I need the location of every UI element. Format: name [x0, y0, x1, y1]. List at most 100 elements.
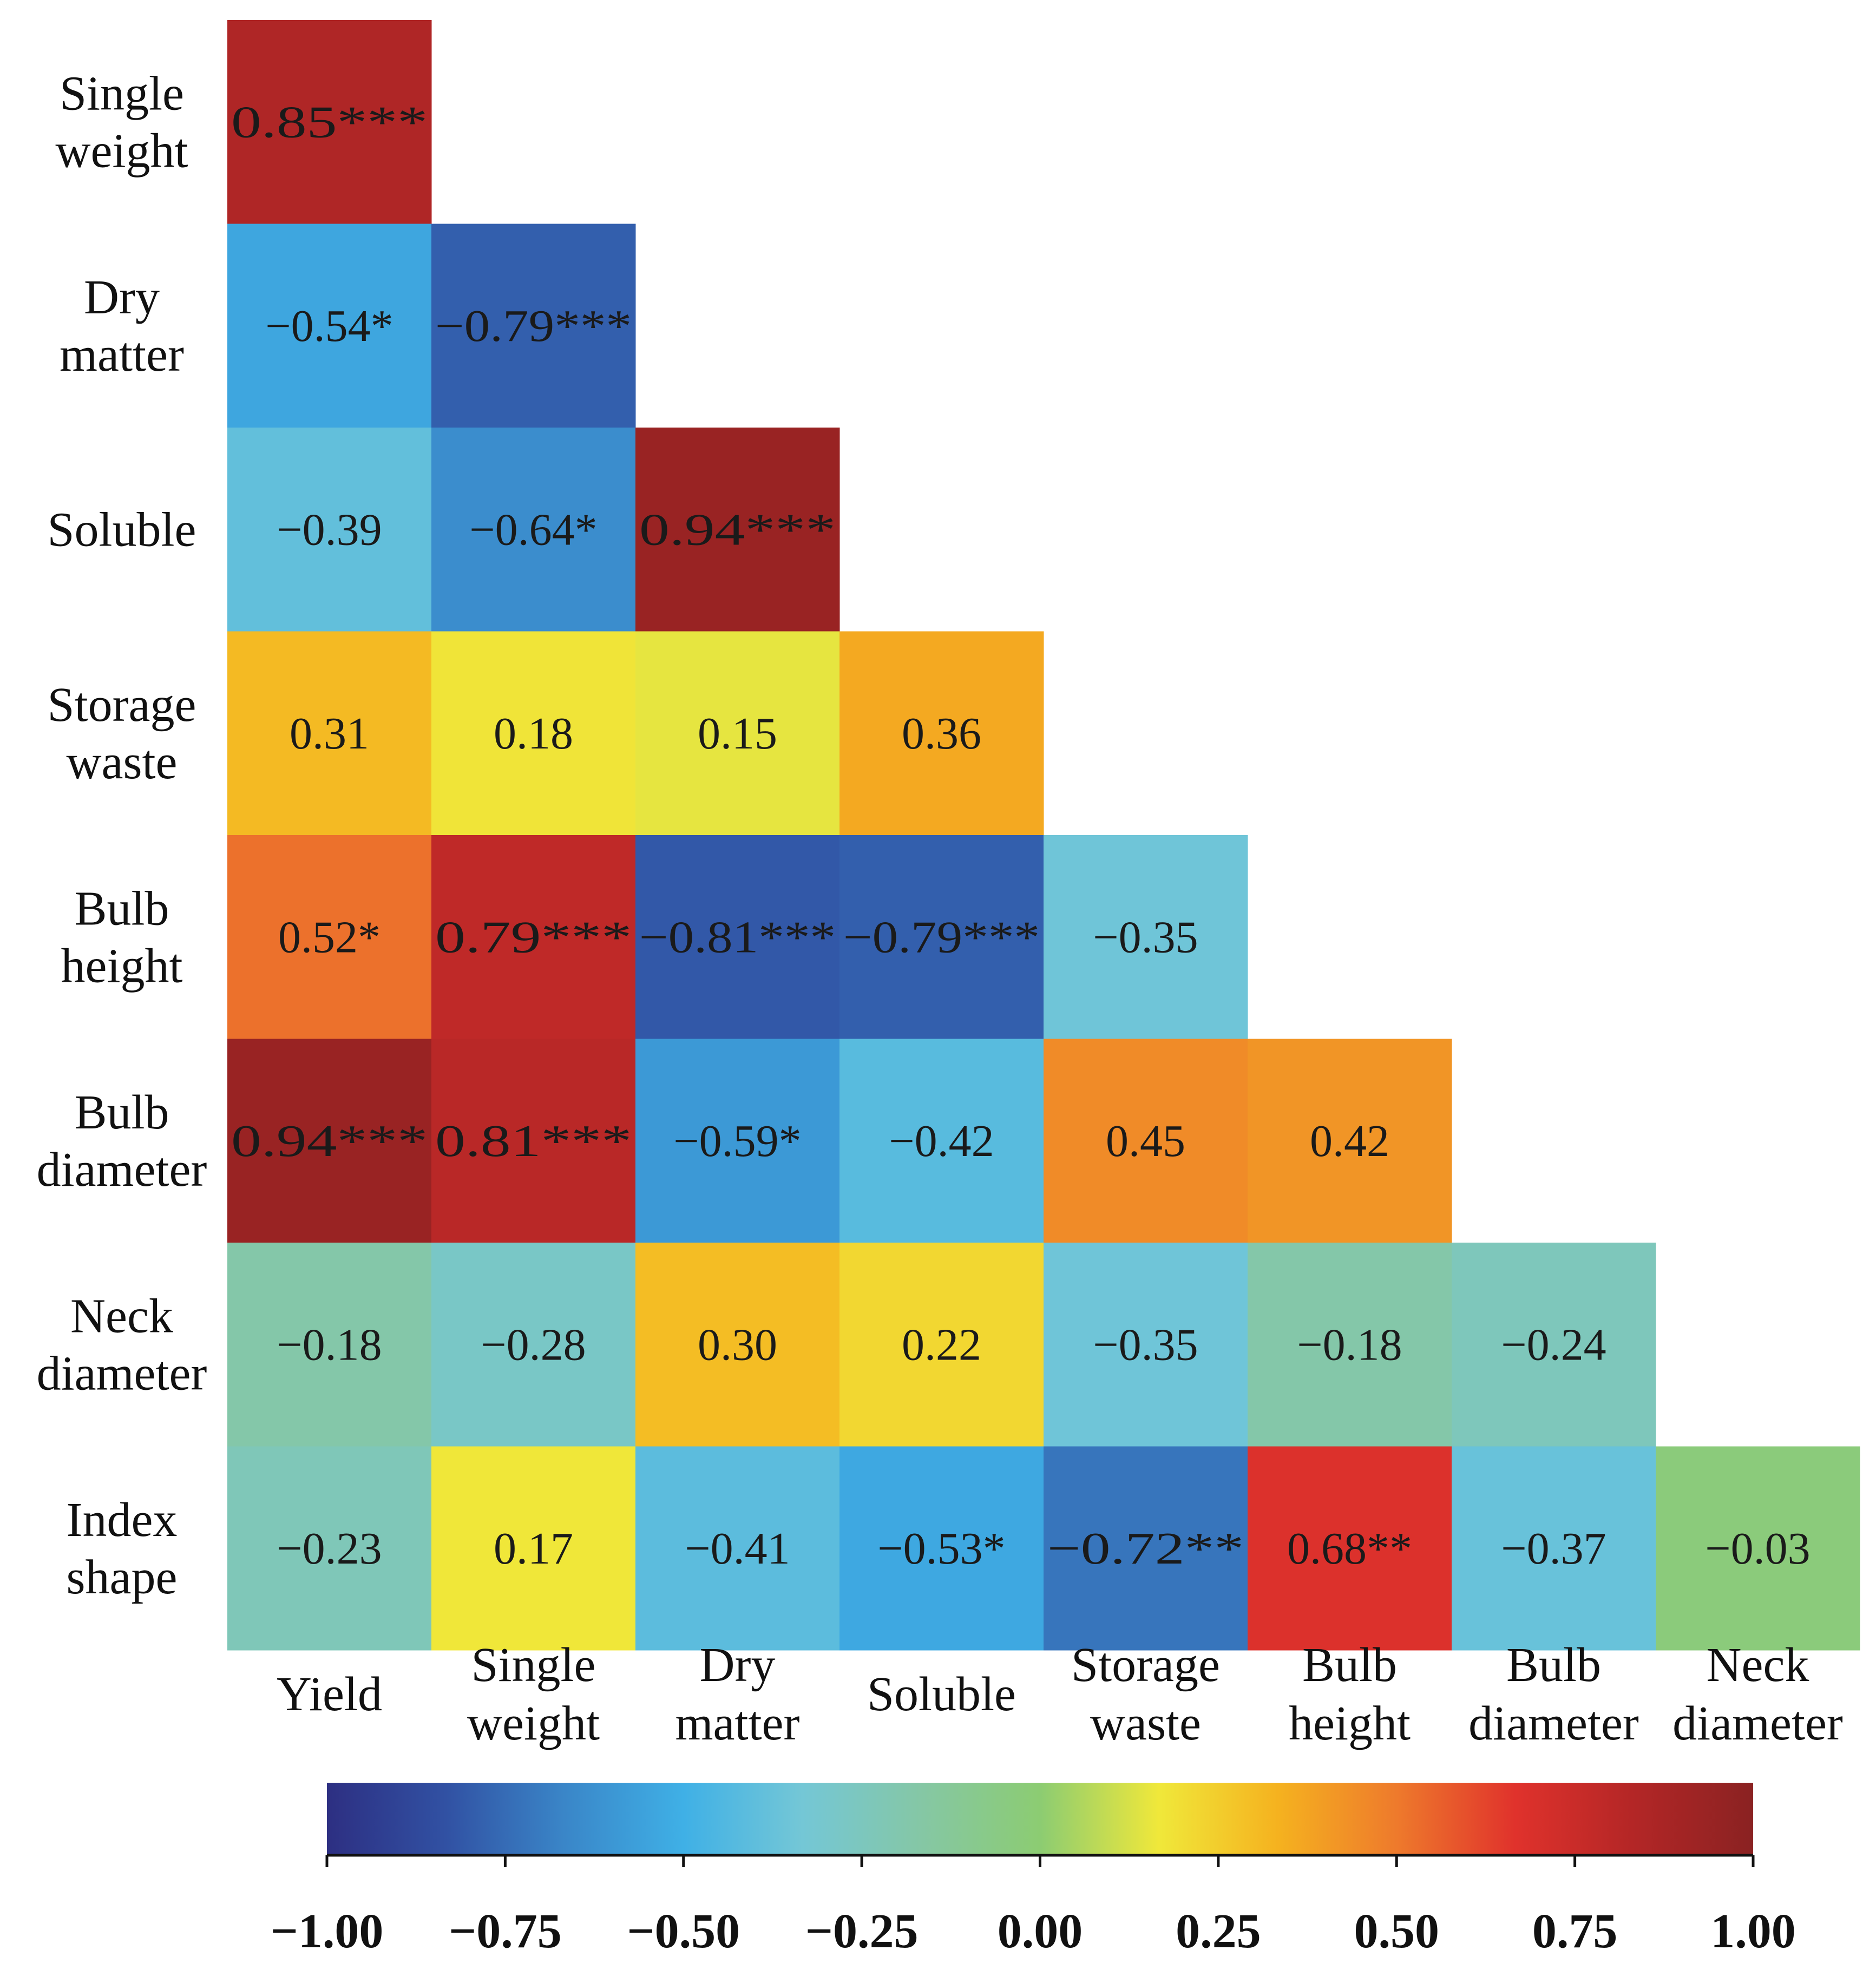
row-label: matter	[60, 328, 184, 382]
row-label: Soluble	[47, 503, 196, 556]
row-label: Bulb	[74, 882, 169, 935]
cell-value: −0.42	[889, 1116, 994, 1166]
column-label: height	[1289, 1697, 1411, 1750]
heatmap-cell: 0.17	[431, 1446, 636, 1651]
heatmap-cell: −0.03	[1656, 1446, 1860, 1651]
cell-value: 0.36	[902, 708, 981, 759]
row-label: Neck	[70, 1289, 173, 1343]
colorbar-tick-label: −0.25	[805, 1905, 919, 1958]
heatmap-cell: 0.79***	[431, 835, 636, 1039]
heatmap-cell: −0.79***	[839, 835, 1044, 1039]
row-label: Dry	[84, 271, 160, 324]
column-label: Soluble	[867, 1667, 1016, 1721]
cell-value: −0.39	[277, 504, 382, 555]
cell-value: −0.81***	[639, 912, 836, 962]
column-label: Yield	[277, 1667, 382, 1721]
colorbar-tick-label: −0.75	[449, 1905, 562, 1958]
colorbar-tick-label: −1.00	[271, 1905, 384, 1958]
heatmap-cells: 0.85***−0.54* −0.79***−0.39 −0.64* 0.94***0…	[227, 20, 1860, 1651]
cell-color	[839, 1039, 1044, 1243]
row-label: diameter	[37, 1143, 207, 1197]
heatmap-cell: −0.35	[1044, 835, 1248, 1039]
heatmap-cell: 0.31	[227, 631, 432, 836]
cell-value: −0.59*	[673, 1116, 801, 1166]
cell-value: −0.79***	[435, 301, 632, 351]
heatmap-cell: 0.30	[635, 1243, 840, 1447]
cell-value: −0.41	[685, 1524, 790, 1574]
cell-value: 0.22	[902, 1319, 981, 1370]
column-label: waste	[1090, 1697, 1201, 1750]
cell-value: −0.18	[1297, 1319, 1402, 1370]
heatmap-cell: −0.35	[1044, 1243, 1248, 1447]
cell-value: −0.54*	[265, 301, 393, 351]
cell-color	[1044, 1039, 1248, 1243]
cell-color	[635, 631, 840, 836]
cell-color	[635, 835, 840, 1039]
colorbar-tick-label: −0.50	[627, 1905, 740, 1958]
cell-value: −0.18	[277, 1319, 382, 1370]
colorbar-gradient	[327, 1783, 1753, 1855]
cell-value: 0.85***	[231, 97, 428, 147]
heatmap-cell: −0.37	[1452, 1446, 1656, 1651]
colorbar-tick-label: 0.50	[1354, 1905, 1440, 1958]
cell-color	[1452, 1243, 1656, 1447]
column-label: Single	[471, 1638, 595, 1692]
heatmap-cell: 0.18	[431, 631, 636, 836]
heatmap-cell: −0.39	[227, 428, 432, 632]
heatmap-cell: 0.15	[635, 631, 840, 836]
cell-value: 0.45	[1106, 1116, 1185, 1166]
row-label: waste	[67, 736, 178, 789]
heatmap-cell: 0.81***	[431, 1039, 636, 1243]
cell-value: −0.23	[277, 1524, 382, 1574]
heatmap-cell: −0.42	[839, 1039, 1044, 1243]
heatmap-cell: 0.45	[1044, 1039, 1248, 1243]
column-label: diameter	[1468, 1697, 1639, 1750]
cell-color	[431, 1446, 636, 1651]
heatmap-cell: −0.81***	[635, 835, 840, 1039]
cell-color	[839, 631, 1044, 836]
row-label: height	[61, 939, 183, 993]
cell-value: 0.15	[698, 708, 777, 759]
column-label: Storage	[1071, 1638, 1220, 1692]
colorbar-tick-label: 0.75	[1532, 1905, 1618, 1958]
cell-color	[635, 1039, 840, 1243]
heatmap-cell: −0.54*	[227, 224, 432, 428]
heatmap-cell: −0.28	[431, 1243, 636, 1447]
column-label: Bulb	[1302, 1638, 1397, 1692]
cell-color	[1452, 1446, 1656, 1651]
row-label: Storage	[48, 678, 196, 732]
cell-color	[1248, 1446, 1452, 1651]
heatmap-cell: −0.64*	[431, 428, 636, 632]
row-label: shape	[67, 1551, 178, 1604]
cell-value: −0.72**	[1047, 1524, 1244, 1574]
cell-value: −0.24	[1501, 1319, 1606, 1370]
cell-color	[227, 20, 432, 224]
row-label: Bulb	[74, 1086, 169, 1139]
heatmap-cell: 0.42	[1248, 1039, 1452, 1243]
heatmap-cell: −0.59*	[635, 1039, 840, 1243]
heatmap-cell: 0.36	[839, 631, 1044, 836]
row-label: Index	[67, 1493, 178, 1547]
cell-color	[1044, 1243, 1248, 1447]
cell-value: 0.81***	[435, 1116, 632, 1166]
column-label: Dry	[700, 1638, 776, 1692]
column-label: Bulb	[1506, 1638, 1601, 1692]
column-label: weight	[467, 1697, 600, 1750]
cell-color	[1248, 1039, 1452, 1243]
heatmap-cell: −0.23	[227, 1446, 432, 1651]
colorbar-tick-label: 0.25	[1176, 1905, 1261, 1958]
cell-value: −0.37	[1501, 1524, 1606, 1574]
cell-color	[431, 631, 636, 836]
cell-color	[227, 224, 432, 428]
row-label: Single	[60, 67, 184, 120]
cell-color	[227, 835, 432, 1039]
cell-color	[1248, 1243, 1452, 1447]
cell-color	[227, 1446, 432, 1651]
heatmap-cell: 0.68**	[1248, 1446, 1452, 1651]
heatmap-cell: 0.94***	[227, 1039, 432, 1243]
column-label: diameter	[1672, 1697, 1843, 1750]
cell-color	[839, 1446, 1044, 1651]
cell-value: −0.28	[481, 1319, 586, 1370]
